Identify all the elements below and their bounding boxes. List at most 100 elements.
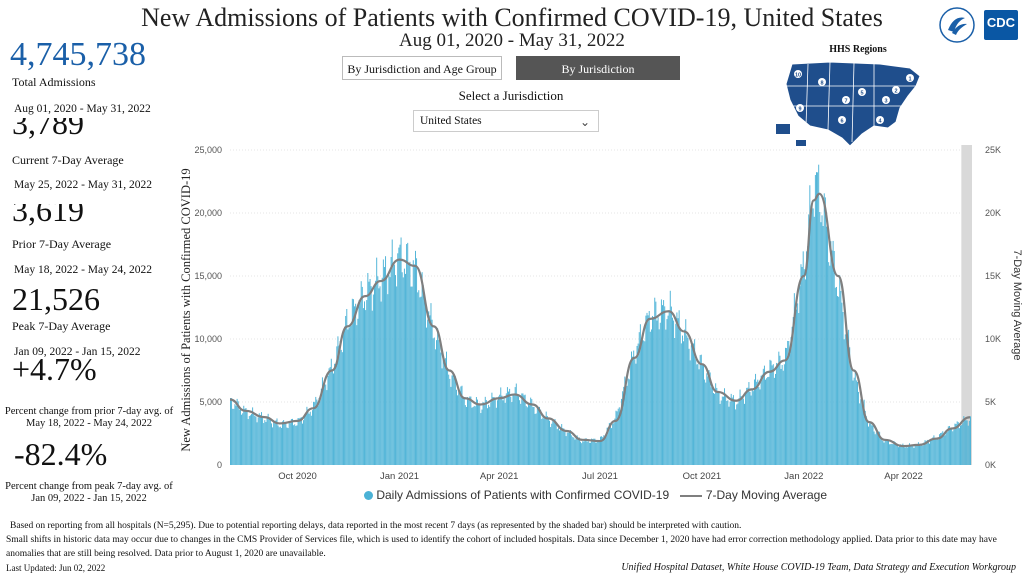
- bar-daily-admissions: [876, 434, 878, 465]
- bar-daily-admissions: [924, 440, 926, 465]
- bar-daily-admissions: [272, 427, 274, 465]
- bar-daily-admissions: [654, 297, 656, 465]
- tab-jurisdiction[interactable]: By Jurisdiction: [516, 56, 680, 80]
- bar-daily-admissions: [958, 428, 960, 465]
- bar-daily-admissions: [966, 420, 968, 465]
- hhs-regions-map[interactable]: 1 2 3 4 5 6 7 8 9 10: [770, 56, 930, 156]
- bar-daily-admissions: [280, 427, 282, 465]
- bar-daily-admissions: [861, 401, 863, 465]
- bar-daily-admissions: [845, 330, 847, 465]
- bar-daily-admissions: [367, 272, 369, 465]
- bar-daily-admissions: [761, 374, 763, 465]
- bar-daily-admissions: [740, 396, 742, 465]
- bar-daily-admissions: [418, 290, 420, 465]
- bar-daily-admissions: [886, 439, 888, 465]
- bar-daily-admissions: [869, 423, 871, 465]
- bar-daily-admissions: [811, 201, 813, 465]
- y-tick-label: 0: [217, 460, 222, 470]
- bar-daily-admissions: [355, 303, 357, 465]
- y2-tick-label: 5K: [985, 397, 996, 407]
- bar-daily-admissions: [584, 438, 586, 465]
- alaska-shape: [776, 124, 790, 134]
- bar-daily-admissions: [963, 416, 965, 465]
- bar-daily-admissions: [485, 400, 487, 465]
- bar-daily-admissions: [436, 340, 437, 465]
- bar-daily-admissions: [462, 396, 464, 465]
- bar-daily-admissions: [736, 404, 738, 465]
- bar-daily-admissions: [278, 427, 280, 465]
- bar-daily-admissions: [555, 424, 557, 465]
- bar-daily-admissions: [311, 410, 313, 465]
- bar-daily-admissions: [432, 338, 434, 465]
- bar-daily-admissions: [395, 275, 397, 465]
- bar-daily-admissions: [597, 440, 599, 465]
- tab-jurisdiction-age-group[interactable]: By Jurisdiction and Age Group: [342, 56, 502, 80]
- bar-daily-admissions: [549, 420, 550, 465]
- region-marker: [796, 104, 804, 112]
- bar-daily-admissions: [509, 388, 511, 465]
- bar-daily-admissions: [324, 384, 326, 465]
- bar-daily-admissions: [513, 393, 515, 465]
- bar-daily-admissions: [667, 315, 669, 465]
- bar-daily-admissions: [653, 317, 655, 465]
- bar-daily-admissions: [232, 408, 234, 465]
- bar-daily-admissions: [390, 256, 392, 465]
- bar-daily-admissions: [647, 315, 649, 465]
- bar-daily-admissions: [777, 363, 779, 465]
- bar-daily-admissions: [342, 329, 344, 465]
- bar-daily-admissions: [847, 336, 848, 465]
- bar-daily-admissions: [808, 214, 810, 465]
- bar-daily-admissions: [922, 445, 924, 465]
- last-updated: Last Updated: Jun 02, 2022: [6, 563, 106, 573]
- bar-daily-admissions: [568, 431, 570, 465]
- jurisdiction-select[interactable]: United States ⌄: [413, 110, 599, 132]
- bar-daily-admissions: [527, 403, 529, 465]
- bar-daily-admissions: [492, 397, 494, 465]
- bar-daily-admissions: [872, 424, 874, 465]
- total-admissions-label: Total Admissions: [12, 75, 96, 89]
- page-subtitle: Aug 01, 2020 - May 31, 2022: [399, 30, 625, 51]
- bar-daily-admissions: [878, 431, 879, 465]
- bar-daily-admissions: [434, 349, 436, 465]
- bar-daily-admissions: [254, 415, 256, 465]
- bar-daily-admissions: [602, 437, 604, 465]
- bar-daily-admissions: [490, 402, 492, 465]
- bar-daily-admissions: [821, 215, 823, 465]
- bar-daily-admissions: [835, 286, 837, 465]
- bar-daily-admissions: [689, 360, 691, 465]
- bar-daily-admissions: [670, 306, 672, 465]
- bar-daily-admissions: [383, 267, 385, 465]
- hawaii-shape: [796, 140, 806, 146]
- bar-daily-admissions: [853, 377, 855, 465]
- bar-daily-admissions: [848, 329, 850, 465]
- bar-daily-admissions: [798, 313, 800, 465]
- bar-daily-admissions: [609, 424, 611, 465]
- bar-daily-admissions: [431, 319, 433, 465]
- bar-daily-admissions: [750, 395, 752, 465]
- recent-data-shade: [961, 145, 972, 465]
- bar-daily-admissions: [468, 398, 470, 465]
- bar-daily-admissions: [255, 416, 257, 465]
- bar-daily-admissions: [618, 407, 620, 465]
- bar-daily-admissions: [727, 400, 729, 465]
- bar-daily-admissions: [287, 428, 289, 465]
- bar-daily-admissions: [285, 422, 287, 465]
- bar-daily-admissions: [668, 310, 670, 465]
- bar-daily-admissions: [563, 428, 565, 465]
- bar-daily-admissions: [473, 405, 475, 465]
- bar-daily-admissions: [238, 409, 240, 465]
- bar-daily-admissions: [797, 303, 799, 465]
- bar-daily-admissions: [788, 341, 790, 465]
- region-label: 6: [840, 119, 843, 125]
- bar-daily-admissions: [294, 424, 296, 465]
- bar-daily-admissions: [790, 337, 792, 465]
- bar-daily-admissions: [892, 444, 894, 465]
- page-title: New Admissions of Patients with Confirme…: [141, 3, 883, 32]
- bar-daily-admissions: [472, 407, 474, 465]
- bar-daily-admissions: [576, 435, 578, 465]
- bar-daily-admissions: [816, 172, 817, 465]
- bar-daily-admissions: [401, 272, 403, 465]
- region-label: 2: [894, 89, 897, 95]
- bar-daily-admissions: [428, 311, 430, 465]
- bar-daily-admissions: [455, 389, 457, 465]
